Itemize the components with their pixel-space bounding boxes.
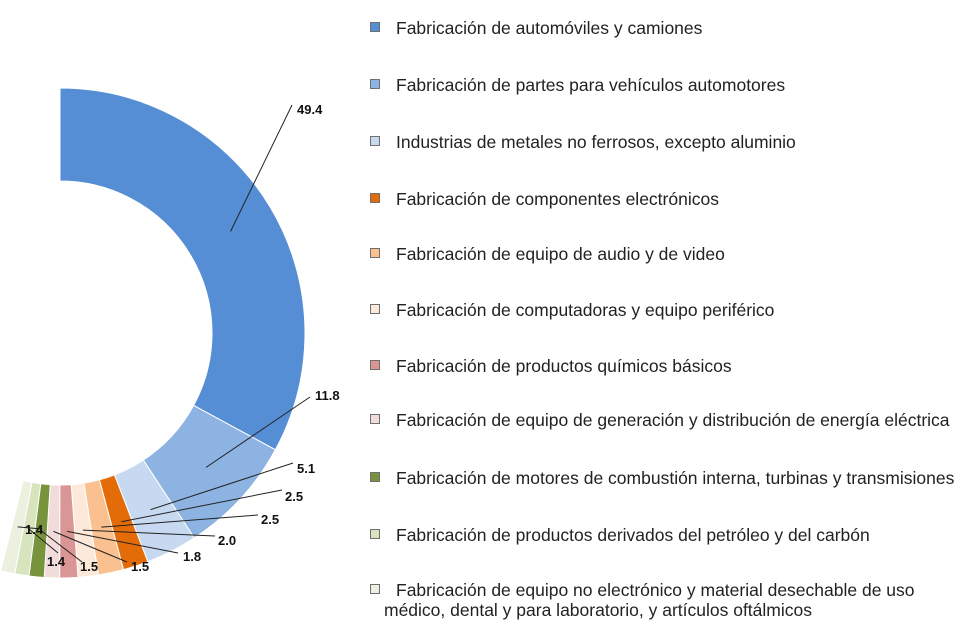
data-label-4: 2.5 [285, 489, 303, 504]
legend-label: Fabricación de equipo de generación y di… [396, 410, 950, 430]
data-label-1: 49.4 [297, 102, 323, 117]
legend-label: Fabricación de equipo de audio y de vide… [396, 244, 725, 264]
data-label-7: 1.8 [183, 549, 201, 564]
legend-swatch [370, 79, 380, 89]
legend-label: Fabricación de partes para vehículos aut… [396, 75, 786, 95]
chart-slices [0, 87, 306, 579]
legend-label: Fabricación de computadoras y equipo per… [396, 300, 775, 320]
legend-label: Fabricación de productos derivados del p… [396, 525, 870, 545]
data-label-11: 1.4 [25, 522, 44, 537]
leader-line-7 [67, 530, 179, 554]
data-label-9: 1.5 [80, 559, 98, 574]
chart-data-labels: 49.4 11.8 5.1 2.5 2.5 2.0 1.8 1.5 1.5 1.4 1.4 [25, 102, 340, 574]
slice-1 [59, 87, 306, 451]
leader-line-1 [230, 104, 293, 232]
legend-swatch [370, 584, 380, 594]
legend-swatch [370, 248, 380, 258]
legend-swatch [370, 360, 380, 370]
slice-11 [0, 479, 33, 575]
legend-label: Fabricación de productos químicos básico… [396, 356, 732, 376]
legend-label: Fabricación de equipo no electrónico y m… [384, 580, 915, 620]
data-label-2: 11.8 [315, 388, 340, 403]
legend-swatch [370, 529, 380, 539]
leader-line-5 [101, 514, 259, 528]
legend-swatch [370, 472, 380, 482]
chart-legend: Fabricación de automóviles y camiones Fab… [360, 0, 972, 629]
legend-swatch [370, 414, 380, 424]
leader-line-10 [28, 528, 59, 554]
leader-line-6 [82, 529, 216, 537]
leader-line-2 [205, 396, 311, 468]
legend-label: Fabricación de componentes electrónicos [396, 189, 719, 209]
legend-label: Industrias de metales no ferrosos, excep… [396, 132, 796, 152]
leader-line-8 [53, 530, 128, 563]
legend-swatch [370, 304, 380, 314]
legend-label: Fabricación de automóviles y camiones [396, 18, 703, 38]
legend-swatch [370, 193, 380, 203]
leader-line-9 [40, 530, 83, 563]
data-label-8: 1.5 [131, 559, 149, 574]
leader-line-4 [121, 489, 283, 523]
data-label-6: 2.0 [218, 533, 236, 548]
legend-label: Fabricación de motores de combustión int… [396, 468, 955, 488]
data-label-5: 2.5 [261, 512, 279, 527]
chart-leader-lines [17, 104, 311, 563]
legend-swatch [370, 22, 380, 32]
legend-swatch [370, 136, 380, 146]
leader-line-3 [150, 462, 294, 511]
leader-line-11 [17, 526, 43, 530]
data-label-10: 1.4 [47, 554, 66, 569]
data-label-3: 5.1 [297, 461, 315, 476]
